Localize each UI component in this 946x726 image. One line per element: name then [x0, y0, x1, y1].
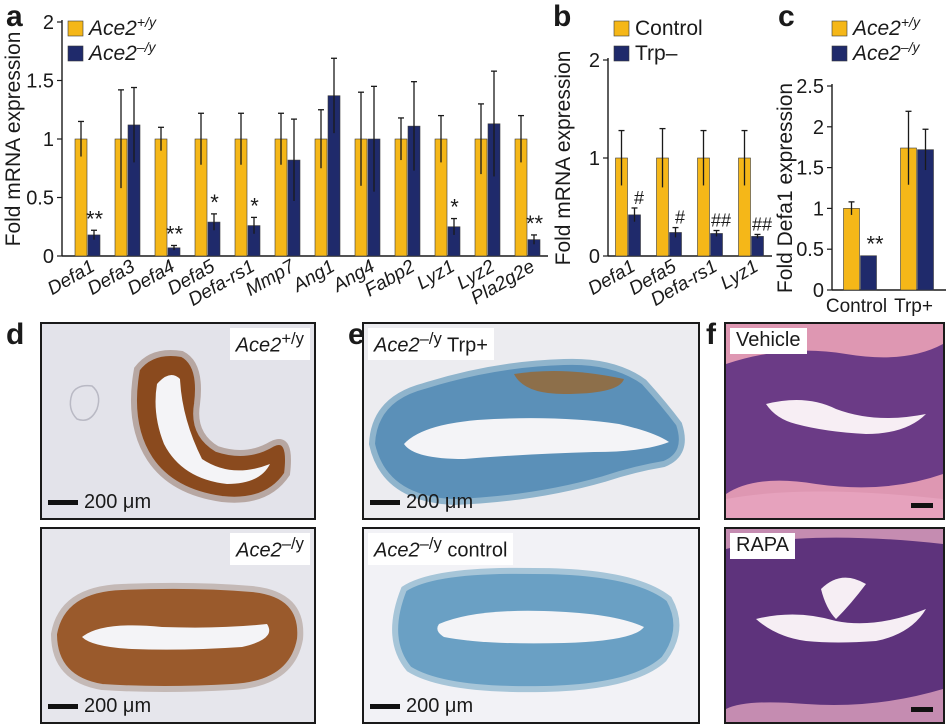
significance-marker: **	[526, 211, 544, 236]
y-tick-label: 2	[589, 50, 600, 72]
panel-letter-e: e	[348, 318, 365, 351]
panel-letter-c: c	[778, 0, 795, 33]
micro-label-e-bottom: Ace2–/y control	[368, 533, 514, 565]
scale-bar-d-top: 200 μm	[48, 491, 151, 514]
significance-marker: **	[86, 206, 104, 231]
scale-bar-f-bottom	[911, 707, 933, 712]
significance-marker: **	[866, 232, 884, 257]
y-tick-label: 1	[43, 129, 54, 151]
category-label-Lyz1: Lyz1	[414, 256, 459, 294]
micro-label-e-top: Ace2–/y Trp+	[368, 328, 494, 360]
category-label-Lyz1: Lyz1	[717, 256, 762, 294]
significance-marker: #	[634, 188, 644, 208]
legend-label-series2: Ace2–/y	[851, 39, 921, 65]
legend-swatch-series1	[831, 20, 848, 37]
scale-bar-d-bottom: 200 μm	[48, 695, 151, 718]
micro-label-d-bottom: Ace2–/y	[230, 533, 310, 565]
intestine-section-image	[392, 567, 680, 693]
y-tick-label: 1.5	[796, 158, 824, 180]
micro-label-f-top: Vehicle	[730, 328, 807, 354]
panel-letter-a: a	[6, 0, 23, 33]
y-tick-label: 1	[813, 198, 824, 220]
y-tick-label: 0	[43, 246, 54, 268]
colon-section-image	[726, 529, 943, 722]
y-axis-label: Fold mRNA expression	[2, 32, 25, 247]
bar-Defa-rs1-series2	[710, 233, 723, 257]
category-label-Trp+: Trp+	[894, 296, 933, 317]
micrograph-f-top: Vehicle	[724, 322, 945, 520]
legend-label-series2: Trp–	[635, 42, 678, 65]
bar-Control-series2	[860, 255, 877, 291]
scale-bar-e-top: 200 μm	[370, 491, 473, 514]
y-axis-label: Fold Defa1 expression	[774, 83, 797, 293]
legend-label-series2: Ace2–/y	[87, 39, 157, 65]
y-axis-label: Fold mRNA expression	[552, 51, 575, 266]
significance-marker: *	[250, 193, 259, 218]
significance-marker: *	[210, 190, 219, 215]
micro-label-f-bottom: RAPA	[730, 533, 795, 559]
y-tick-label: 2.5	[796, 76, 824, 98]
micro-label-d-top: Ace2+/y	[229, 328, 310, 360]
micrograph-e-bottom: Ace2–/y control 200 μm	[362, 527, 700, 724]
legend-swatch-series1	[613, 20, 630, 37]
y-tick-label: 0	[813, 280, 824, 302]
colon-section-image	[726, 324, 943, 518]
scale-bar-f-top	[911, 503, 933, 508]
legend-swatch-series1	[67, 20, 84, 37]
y-tick-label: 0.5	[796, 239, 824, 261]
legend-swatch-series2	[67, 45, 84, 62]
bar-Trp+-series2	[917, 149, 934, 291]
bar-Control-series1	[843, 208, 860, 291]
panel-letter-f: f	[706, 318, 716, 351]
micrograph-d-top: Ace2+/y 200 μm	[40, 322, 316, 520]
legend-label-series1: Ace2+/y	[87, 14, 157, 40]
legend-swatch-series2	[831, 45, 848, 62]
significance-marker: **	[166, 221, 184, 246]
scale-bar-e-bottom: 200 μm	[370, 695, 473, 718]
micrograph-d-bottom: Ace2–/y 200 μm	[40, 527, 316, 724]
y-tick-label: 2	[813, 117, 824, 139]
intestine-section-image	[69, 350, 291, 503]
y-tick-label: 1.5	[26, 71, 54, 93]
y-tick-label: 2	[43, 12, 54, 34]
y-tick-label: 1	[589, 148, 600, 170]
y-tick-label: 0	[589, 246, 600, 268]
legend-swatch-series2	[613, 45, 630, 62]
y-tick-label: 0.5	[26, 188, 54, 210]
significance-marker: ##	[711, 211, 731, 231]
legend-label-series1: Ace2+/y	[851, 14, 921, 40]
intestine-section-image	[368, 358, 685, 506]
significance-marker: *	[450, 195, 459, 220]
category-label-Control: Control	[826, 296, 887, 317]
panel-letter-b: b	[553, 0, 572, 33]
micrograph-f-bottom: RAPA	[724, 527, 945, 724]
intestine-section-image	[50, 582, 304, 692]
micrograph-e-top: Ace2–/y Trp+ 200 μm	[362, 322, 700, 520]
significance-marker: #	[675, 208, 685, 228]
legend-label-series1: Control	[635, 17, 703, 40]
panel-letter-d: d	[6, 318, 25, 351]
significance-marker: ##	[752, 214, 772, 234]
bar-Lyz1-series2	[751, 236, 764, 257]
